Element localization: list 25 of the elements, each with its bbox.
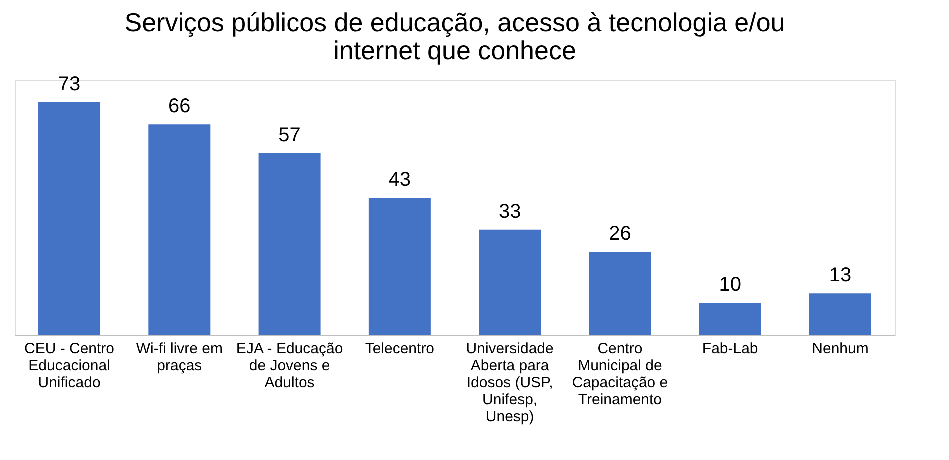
- x-tick-label: Nenhum: [812, 340, 869, 358]
- bar: [479, 230, 542, 335]
- data-label: 43: [388, 168, 412, 191]
- x-tick-label: Universidade Aberta para Idosos (USP, Unifesp, Unesp): [466, 340, 554, 426]
- x-tick-label: Telecentro: [365, 340, 435, 358]
- data-label: 10: [719, 274, 742, 296]
- data-label: 57: [278, 124, 301, 146]
- x-tick-label: Centro Municipal de Capacitação e Treinamento: [572, 340, 668, 408]
- data-label: 13: [829, 264, 852, 287]
- x-tick-label: Wi-fi livre em praças: [136, 340, 223, 374]
- bar: [38, 102, 101, 335]
- data-label: 26: [609, 223, 632, 246]
- bar: [589, 252, 652, 335]
- bar: [258, 153, 321, 335]
- bar: [368, 198, 431, 335]
- bar: [699, 303, 762, 335]
- bar: [809, 294, 872, 335]
- x-tick-label: EJA - Educação de Jovens e Adultos: [236, 340, 344, 392]
- x-tick-label: CEU - Centro Educacional Unificado: [24, 340, 115, 392]
- data-label: 66: [168, 96, 191, 118]
- chart-title: Serviços públicos de educação, acesso à tecnologia e/ou internet que conhece: [124, 7, 786, 66]
- bar: [148, 124, 211, 335]
- data-label: 73: [58, 73, 81, 96]
- data-label: 33: [498, 200, 522, 223]
- x-tick-label: Fab-Lab: [702, 340, 758, 358]
